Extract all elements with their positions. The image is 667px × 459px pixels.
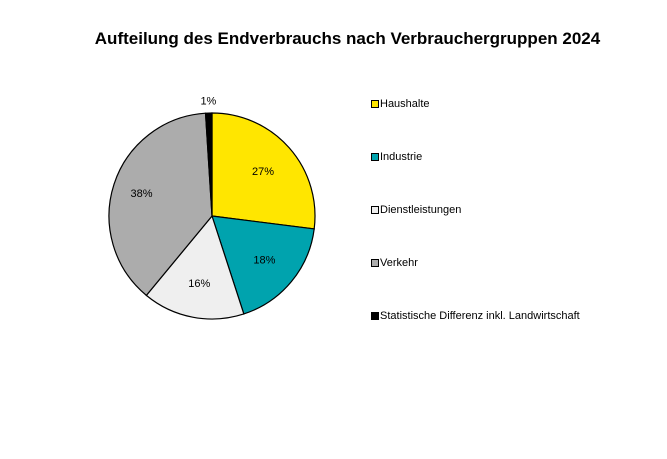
legend-item-dienstleistungen: Dienstleistungen (371, 204, 461, 216)
legend-label: Verkehr (380, 257, 418, 269)
slice-label-industrie: 18% (253, 254, 275, 266)
legend-item-haushalte: Haushalte (371, 98, 430, 110)
legend-label: Statistische Differenz inkl. Landwirtsch… (380, 310, 580, 322)
pie-slice-haushalte (211, 112, 316, 230)
legend-swatch (371, 153, 379, 161)
pie-slice-statistische (204, 112, 213, 217)
legend-label: Haushalte (380, 98, 430, 110)
legend-swatch (371, 206, 379, 214)
slice-label-dienstleistungen: 16% (188, 278, 210, 290)
slice-label-haushalte: 27% (252, 166, 274, 178)
slice-label-verkehr: 38% (130, 188, 152, 200)
slice-label-statistische: 1% (200, 96, 216, 108)
legend-swatch (371, 259, 379, 267)
pie-slice-verkehr (108, 112, 213, 297)
chart-title: Aufteilung des Endverbrauchs nach Verbra… (94, 29, 601, 48)
legend-label: Dienstleistungen (380, 204, 462, 216)
legend-item-statistische: Statistische Differenz inkl. Landwirtsch… (371, 310, 580, 322)
pie-slice-industrie (211, 215, 315, 315)
legend-swatch (371, 312, 379, 320)
legend-label: Industrie (380, 151, 423, 163)
legend-swatch (371, 100, 379, 108)
legend-item-industrie: Industrie (371, 151, 422, 163)
pie-slice-dienstleistungen (145, 214, 245, 320)
legend-item-verkehr: Verkehr (371, 257, 418, 269)
